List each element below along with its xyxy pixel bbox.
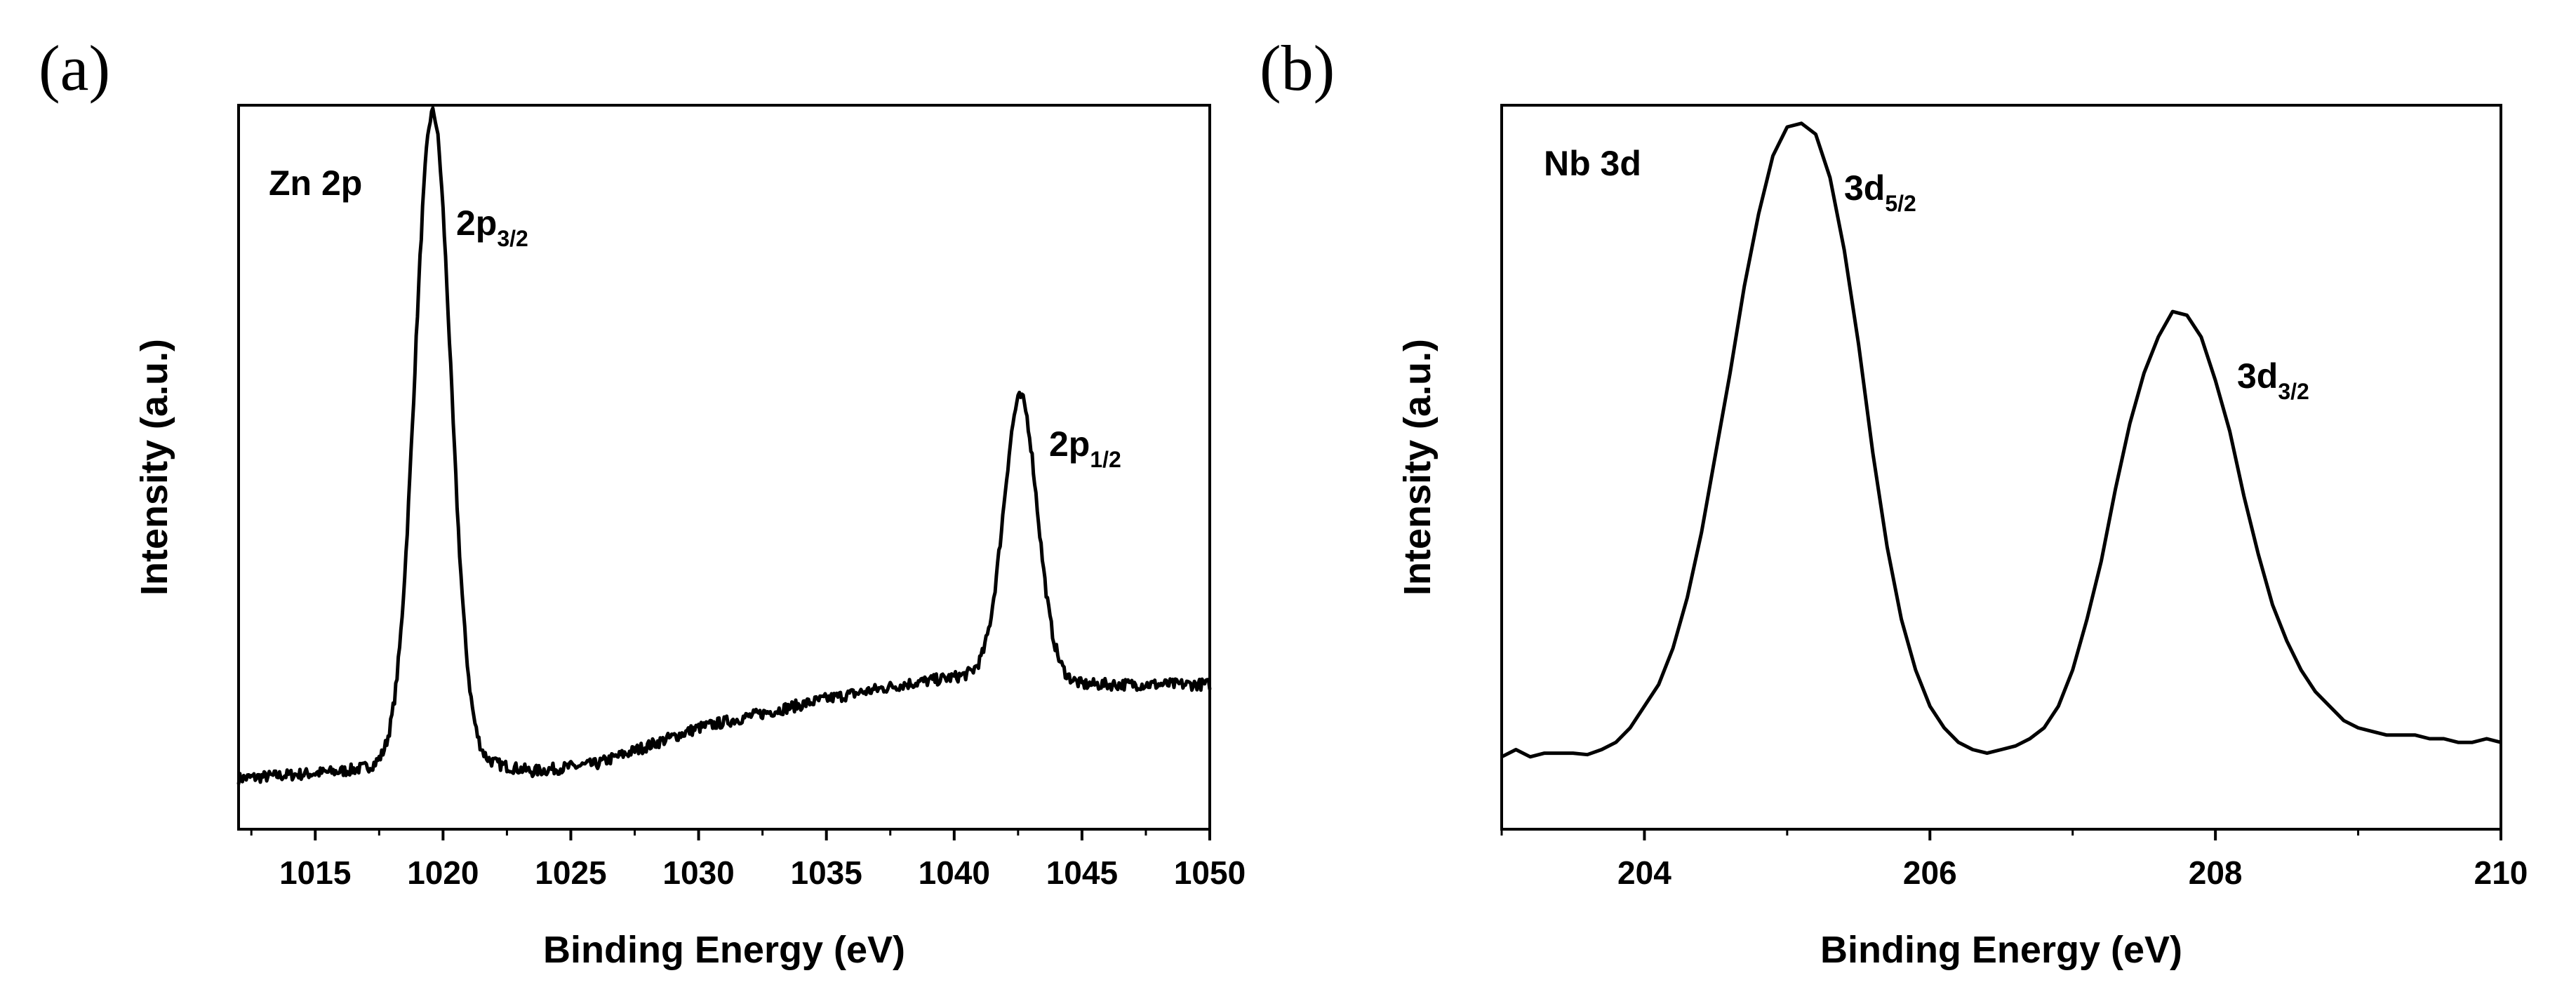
panel-a-x-ticks: 1015 1020 1025 1030 1035 1040 1045 1050 [250,829,1246,891]
panel-b-x-tick-label: 210 [2474,854,2528,891]
peak-label-3d3-2: 3d3/2 [2237,356,2309,404]
peak-label-3d5-2-sub: 5/2 [1885,191,1916,216]
panel-a-plot-frame [237,104,1211,831]
peak-label-3d3-2-main: 3d [2237,356,2278,396]
panel-a-x-tick-label: 1025 [535,854,606,891]
panel-a-zn2p: (a) 1015 1020 1025 1030 1035 1040 1045 1050 Zn … [39,32,1246,971]
panel-b-x-ticks: 204 206 208 210 [1500,829,2528,891]
peak-label-2p3-2: 2p3/2 [456,203,528,251]
panel-a-x-tick-label: 1030 [662,854,734,891]
panel-a-spectrum-line [236,106,1212,785]
peak-label-3d5-2-main: 3d [1844,168,1885,208]
panel-b-spectrum-line [1500,121,2502,759]
panel-a-y-axis-title: Intensity (a.u.) [133,339,175,596]
panel-a-x-tick-label: 1035 [791,854,862,891]
panel-a-x-tick-label: 1050 [1174,854,1246,891]
panel-a-x-tick-label: 1040 [919,854,990,891]
panel-a-letter: (a) [39,32,110,104]
panel-b-x-tick-label: 208 [2189,854,2243,891]
peak-label-2p3-2-sub: 3/2 [497,226,528,251]
panel-b-x-axis-title: Binding Energy (eV) [1820,929,2182,971]
peak-label-3d5-2: 3d5/2 [1844,168,1916,216]
panel-b-plot-frame [1500,104,2502,831]
peak-label-2p1-2: 2p1/2 [1049,424,1121,472]
panel-a-x-tick-label: 1020 [407,854,479,891]
panel-b-y-axis-title: Intensity (a.u.) [1396,339,1439,596]
peak-label-3d3-2-sub: 3/2 [2278,379,2309,404]
panel-b-title: Nb 3d [1544,144,1641,183]
panel-b-nb3d: (b) 204 206 208 210 Nb 3d 3d5/2 3d3/2 Bindi… [1260,32,2528,971]
panel-a-title: Zn 2p [269,163,362,203]
panel-b-x-tick-label: 206 [1903,854,1957,891]
peak-label-2p1-2-sub: 1/2 [1090,447,1121,472]
panel-b-x-tick-label: 204 [1617,854,1671,891]
peak-label-2p1-2-main: 2p [1049,424,1090,464]
panel-a-x-tick-label: 1015 [279,854,351,891]
panel-a-x-axis-title: Binding Energy (eV) [543,929,905,971]
panel-b-letter: (b) [1260,32,1335,104]
panel-a-x-tick-label: 1045 [1046,854,1118,891]
peak-label-2p3-2-main: 2p [456,203,497,243]
